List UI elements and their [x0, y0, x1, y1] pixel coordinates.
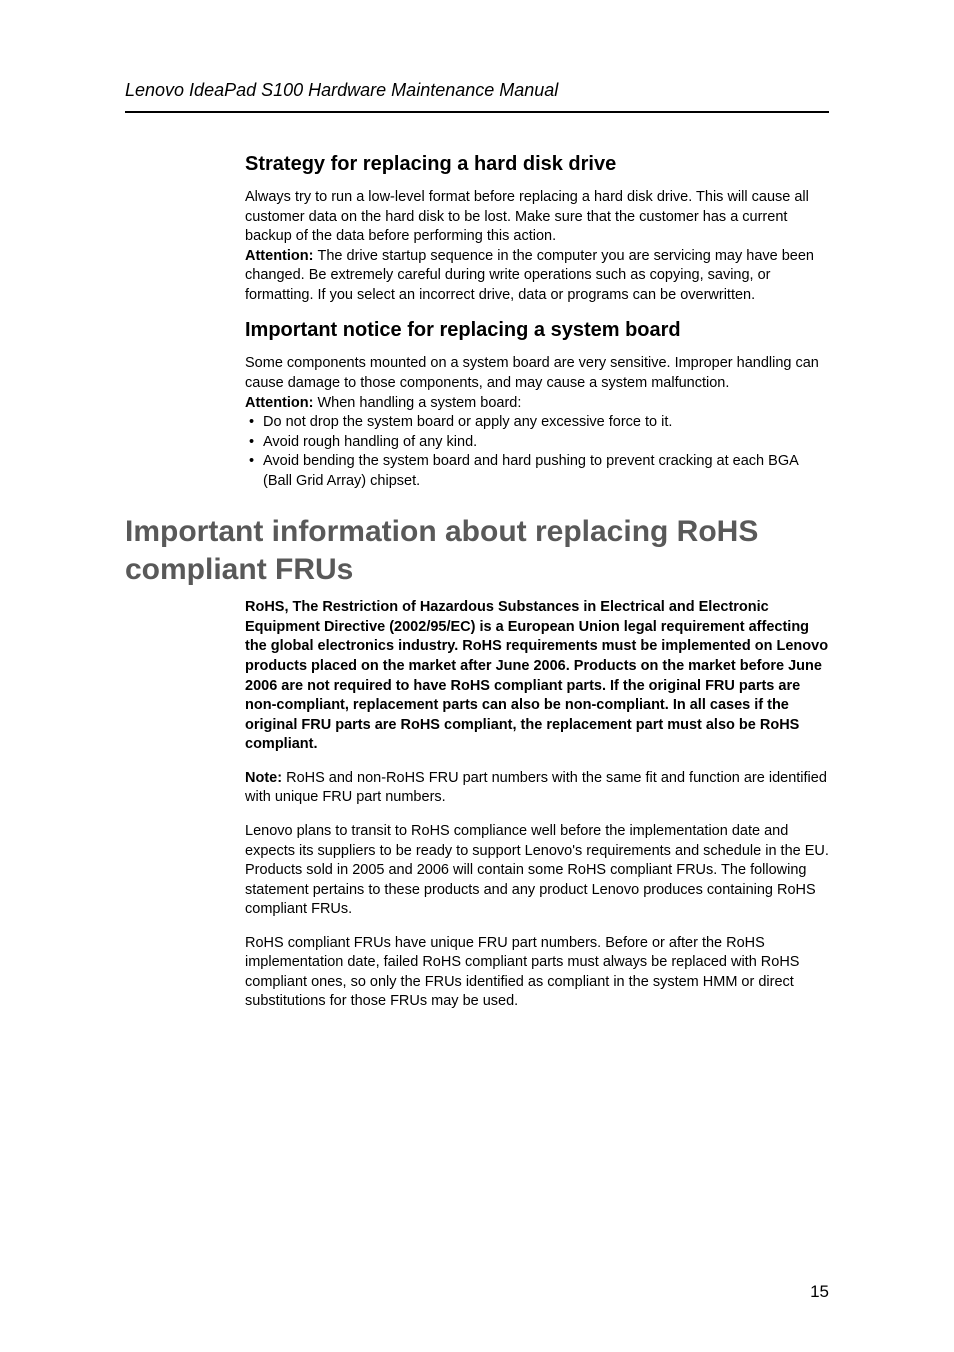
- header-title: Lenovo IdeaPad S100 Hardware Maintenance…: [125, 80, 558, 100]
- attention-label-2: Attention:: [245, 395, 317, 411]
- list-item: Avoid bending the system board and hard …: [245, 452, 829, 491]
- section1-heading: Strategy for replacing a hard disk drive: [245, 153, 829, 176]
- page-number: 15: [810, 1282, 829, 1302]
- content-block-1: Strategy for replacing a hard disk drive…: [125, 153, 829, 491]
- section3-bold-para: RoHS, The Restriction of Hazardous Subst…: [245, 598, 829, 755]
- section3-note: Note: RoHS and non-RoHS FRU part numbers…: [245, 769, 829, 808]
- section1-attention: Attention: The drive startup sequence in…: [245, 247, 829, 306]
- note-text: RoHS and non-RoHS FRU part numbers with …: [245, 770, 827, 806]
- content-block-2: RoHS, The Restriction of Hazardous Subst…: [125, 598, 829, 1012]
- attention-text: The drive startup sequence in the comput…: [245, 248, 814, 303]
- section2-bullet-list: Do not drop the system board or apply an…: [245, 413, 829, 491]
- list-item: Do not drop the system board or apply an…: [245, 413, 829, 433]
- section1-para1: Always try to run a low-level format bef…: [245, 188, 829, 247]
- note-label: Note:: [245, 770, 286, 786]
- section2-para1: Some components mounted on a system boar…: [245, 354, 829, 393]
- document-header: Lenovo IdeaPad S100 Hardware Maintenance…: [125, 80, 829, 113]
- section3-para3: RoHS compliant FRUs have unique FRU part…: [245, 934, 829, 1012]
- attention-text-2: When handling a system board:: [317, 395, 521, 411]
- list-item: Avoid rough handling of any kind.: [245, 433, 829, 453]
- section3-heading: Important information about replacing Ro…: [125, 513, 829, 588]
- attention-label: Attention:: [245, 248, 317, 264]
- section2-attention: Attention: When handling a system board:: [245, 394, 829, 414]
- section3-para2: Lenovo plans to transit to RoHS complian…: [245, 822, 829, 920]
- section2-heading: Important notice for replacing a system …: [245, 319, 829, 342]
